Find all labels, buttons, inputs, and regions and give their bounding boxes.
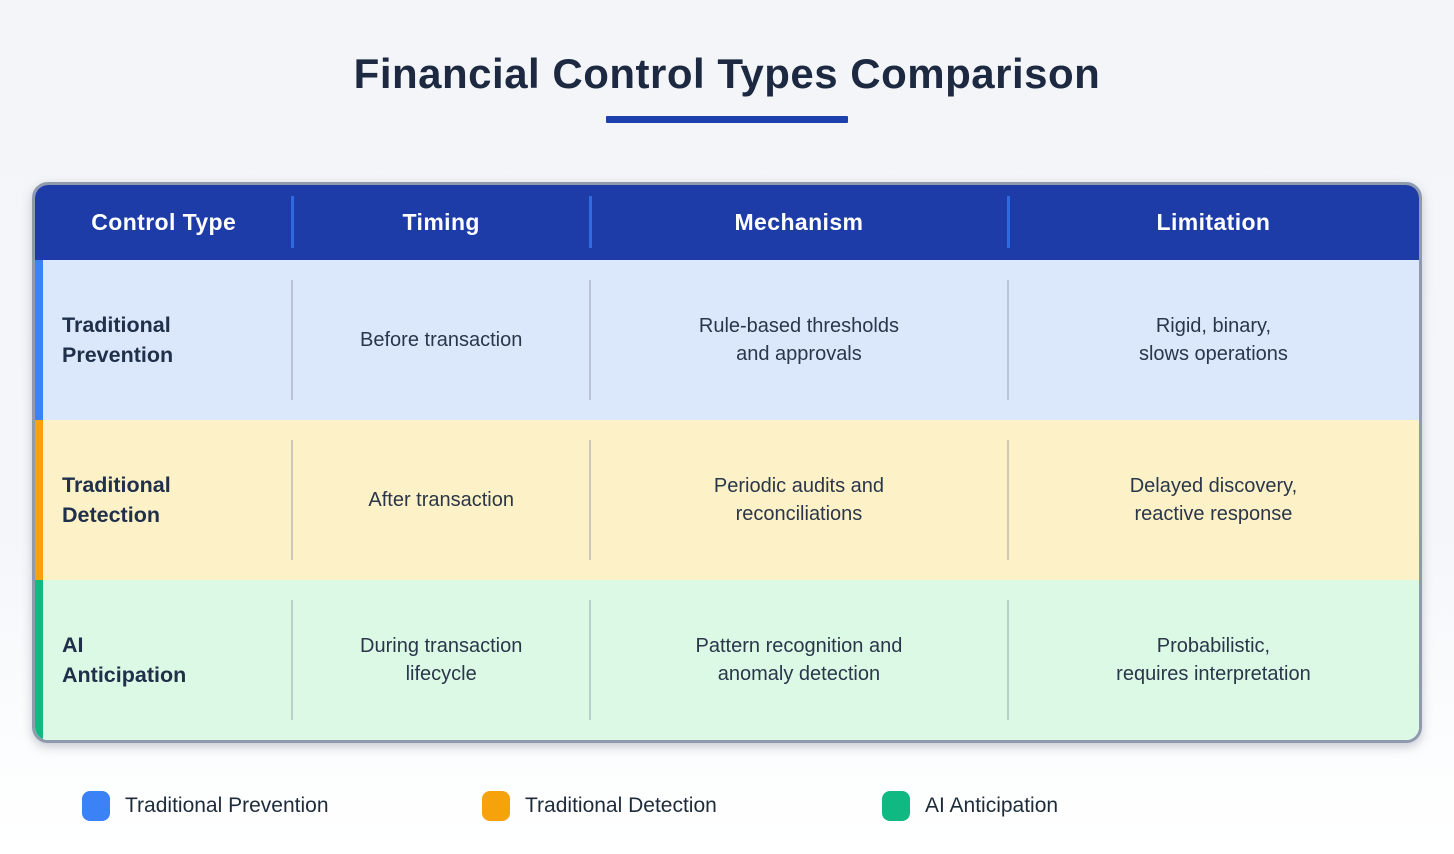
legend-label: Traditional Prevention [125, 794, 329, 818]
cell-control-type: Traditional Prevention [62, 313, 174, 368]
legend-swatch-green [882, 791, 910, 822]
legend: Traditional Prevention Traditional Detec… [82, 791, 1454, 822]
cell-timing: After transaction [291, 420, 590, 580]
table-row-traditional-prevention: Traditional Prevention Before transactio… [35, 260, 1419, 421]
title-underline [606, 116, 848, 124]
cell-control-type: Traditional Detection [62, 473, 171, 528]
cell-limitation: Delayed discovery, reactive response [1006, 420, 1419, 580]
legend-swatch-blue [82, 791, 110, 822]
page-title: Financial Control Types Comparison [353, 50, 1101, 97]
row-accent-bar [35, 260, 43, 421]
table-row-traditional-detection: Traditional Detection After transaction … [35, 420, 1419, 581]
cell-mechanism: Periodic audits and reconciliations [588, 420, 1008, 580]
header-cell-timing: Timing [291, 185, 590, 260]
legend-item-ai-anticipation: AI Anticipation [882, 791, 1282, 822]
cell-limitation: Rigid, binary, slows operations [1006, 260, 1419, 420]
legend-label: AI Anticipation [925, 794, 1059, 818]
legend-item-traditional-detection: Traditional Detection [482, 791, 882, 822]
cell-mechanism: Rule-based thresholds and approvals [588, 260, 1008, 420]
header-cell-mechanism: Mechanism [588, 185, 1008, 260]
cell-control-type: AI Anticipation [62, 633, 187, 688]
cell-mechanism: Pattern recognition and anomaly detectio… [588, 580, 1008, 740]
row-accent-bar [35, 420, 43, 581]
row-accent-bar [35, 580, 43, 741]
comparison-table: Control Type Timing Mechanism Limitation… [32, 182, 1422, 744]
legend-swatch-orange [482, 791, 510, 822]
header-cell-limitation: Limitation [1006, 185, 1419, 260]
header-cell-control-type: Control Type [91, 209, 237, 236]
table-header-row: Control Type Timing Mechanism Limitation [35, 185, 1419, 261]
legend-item-traditional-prevention: Traditional Prevention [82, 791, 482, 822]
legend-label: Traditional Detection [525, 794, 717, 818]
table-row-ai-anticipation: AI Anticipation During transaction lifec… [35, 580, 1419, 741]
cell-timing: Before transaction [291, 260, 590, 420]
cell-timing: During transaction lifecycle [291, 580, 590, 740]
cell-limitation: Probabilistic, requires interpretation [1006, 580, 1419, 740]
